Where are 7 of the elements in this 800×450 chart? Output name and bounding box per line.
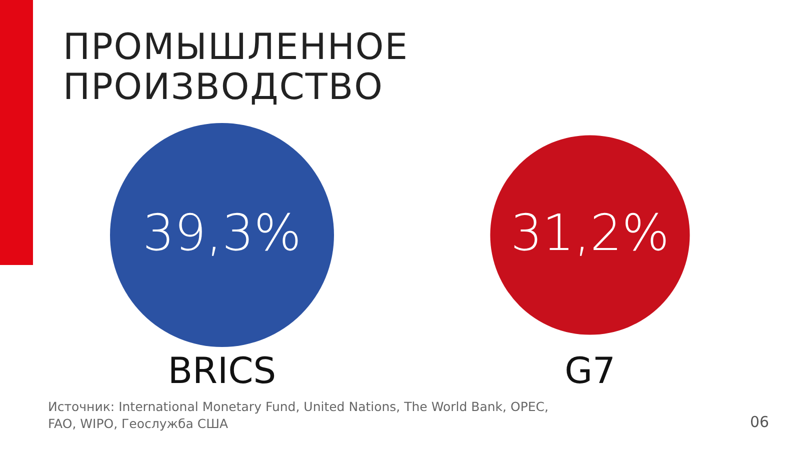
text: 06 [750,413,770,431]
text: ПРОМЫШЛЕННОЕ ПРОИЗВОДСТВО [63,27,410,108]
text: Источник: International Monetary Fund, United Nations, The World Bank, OPEC, FAO, WIPO, Геослужба США [48,398,550,432]
category-label: BRICS [168,351,276,392]
data-label: 39,3% [142,204,302,262]
category-label: G7 [564,351,616,392]
data-label: 31,2% [510,204,670,262]
